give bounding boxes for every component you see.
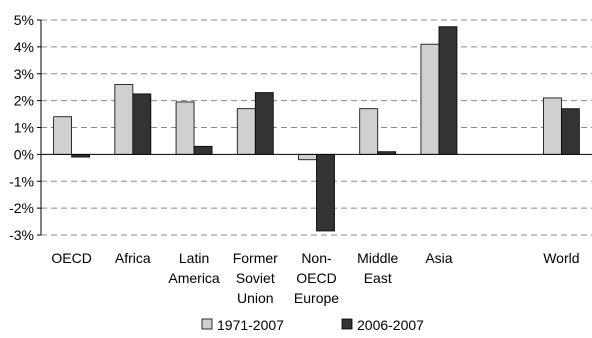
bar	[114, 84, 134, 155]
bar	[438, 26, 458, 155]
bar	[236, 108, 256, 155]
y-tick-label: 1%	[14, 120, 34, 136]
bar	[560, 108, 580, 155]
category-label: Middle East	[357, 250, 398, 286]
axes	[37, 19, 592, 236]
bar	[193, 145, 213, 155]
y-tick-label: 4%	[14, 39, 34, 55]
legend-swatch	[341, 318, 353, 330]
y-tick-label: -3%	[9, 227, 34, 243]
bar	[132, 93, 152, 155]
y-tick-label: 3%	[14, 66, 34, 82]
legend: 1971-2007 2006-2007	[201, 317, 424, 333]
bar	[298, 153, 317, 161]
bar	[254, 92, 274, 155]
legend-label: 1971-2007	[217, 317, 284, 333]
legend-label: 2006-2007	[357, 317, 424, 333]
bar	[53, 116, 73, 155]
category-label: Africa	[115, 250, 151, 266]
y-tick-label: 5%	[14, 12, 34, 28]
bar	[316, 153, 335, 232]
y-tick-label: 2%	[14, 93, 34, 109]
category-label: Latin America	[168, 250, 220, 286]
category-label: Former Soviet Union	[233, 250, 278, 306]
y-tick-label: -1%	[9, 173, 34, 189]
category-labels: OECD Africa Latin America Former Soviet Union N…	[51, 250, 579, 306]
category-label: Asia	[425, 250, 452, 266]
bar	[420, 43, 440, 155]
bar	[359, 108, 379, 155]
bar	[175, 101, 195, 155]
category-label: Non-OECD Europe	[294, 250, 339, 306]
y-tick-label: -2%	[9, 200, 34, 216]
category-label: World	[543, 250, 579, 266]
bars	[53, 26, 580, 232]
bar	[542, 97, 562, 155]
category-label: OECD	[51, 250, 91, 266]
y-tick-label: 0%	[14, 146, 34, 162]
y-axis-tick-labels: 5% 4% 3% 2% 1% 0% -1% -2% -3%	[9, 12, 34, 243]
legend-swatch	[201, 318, 213, 330]
